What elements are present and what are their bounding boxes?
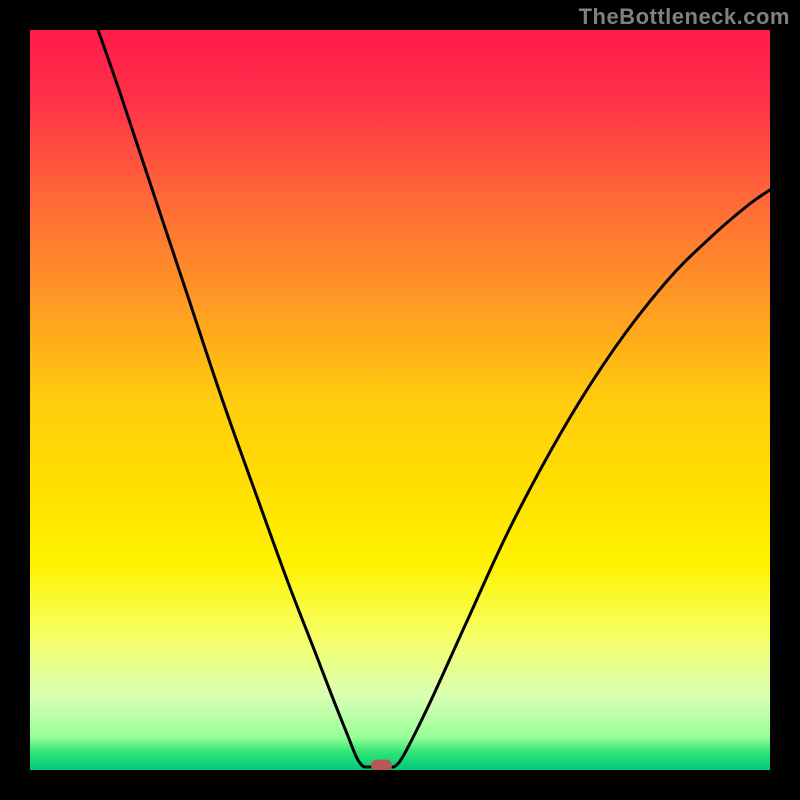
plot-area bbox=[30, 30, 770, 770]
chart-container: TheBottleneck.com bbox=[0, 0, 800, 800]
attribution-text: TheBottleneck.com bbox=[579, 4, 790, 30]
gradient-curve-chart bbox=[30, 30, 770, 770]
gradient-background bbox=[30, 30, 770, 770]
optimum-marker bbox=[371, 760, 392, 770]
